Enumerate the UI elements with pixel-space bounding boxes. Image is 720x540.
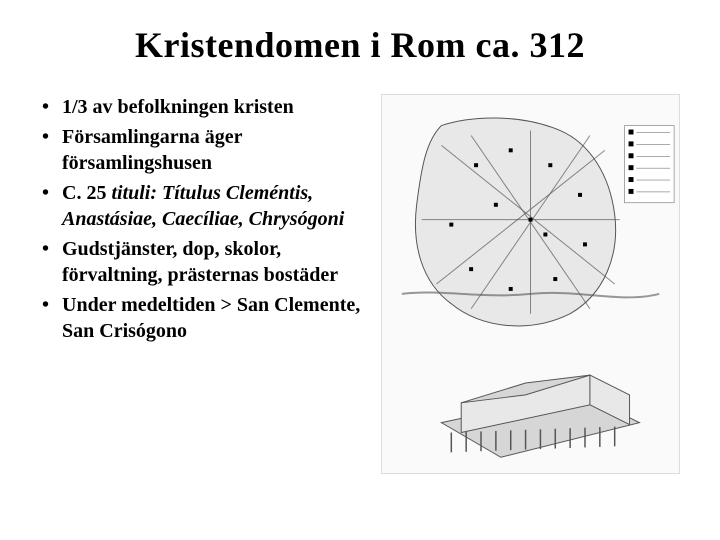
bullet-list: 1/3 av befolkningen kristen Församlingar… xyxy=(40,94,369,474)
bullet-text: Gudstjänster, dop, skolor, förvaltning, … xyxy=(62,238,338,286)
bullet-item: Gudstjänster, dop, skolor, förvaltning, … xyxy=(40,236,369,288)
bullet-item: C. 25 tituli: Títulus Cleméntis, Anastás… xyxy=(40,180,369,232)
bullet-item: Under medeltiden > San Clemente, San Cri… xyxy=(40,292,369,344)
bullet-item: Församlingarna äger församlingshusen xyxy=(40,124,369,176)
bullet-text: 1/3 av befolkningen kristen xyxy=(62,96,294,118)
page-title: Kristendomen i Rom ca. 312 xyxy=(40,24,680,66)
bullet-text: Under medeltiden > San Clemente, San Cri… xyxy=(62,294,360,342)
bullet-item: 1/3 av befolkningen kristen xyxy=(40,94,369,120)
figure-svg xyxy=(382,95,679,473)
isometric-illustration xyxy=(441,375,639,457)
map-illustration xyxy=(402,118,674,326)
bullet-prefix: C. 25 xyxy=(62,182,111,204)
content-row: 1/3 av befolkningen kristen Församlingar… xyxy=(40,94,680,474)
figure-panel xyxy=(381,94,680,474)
bullet-text: Församlingarna äger församlingshusen xyxy=(62,126,242,174)
